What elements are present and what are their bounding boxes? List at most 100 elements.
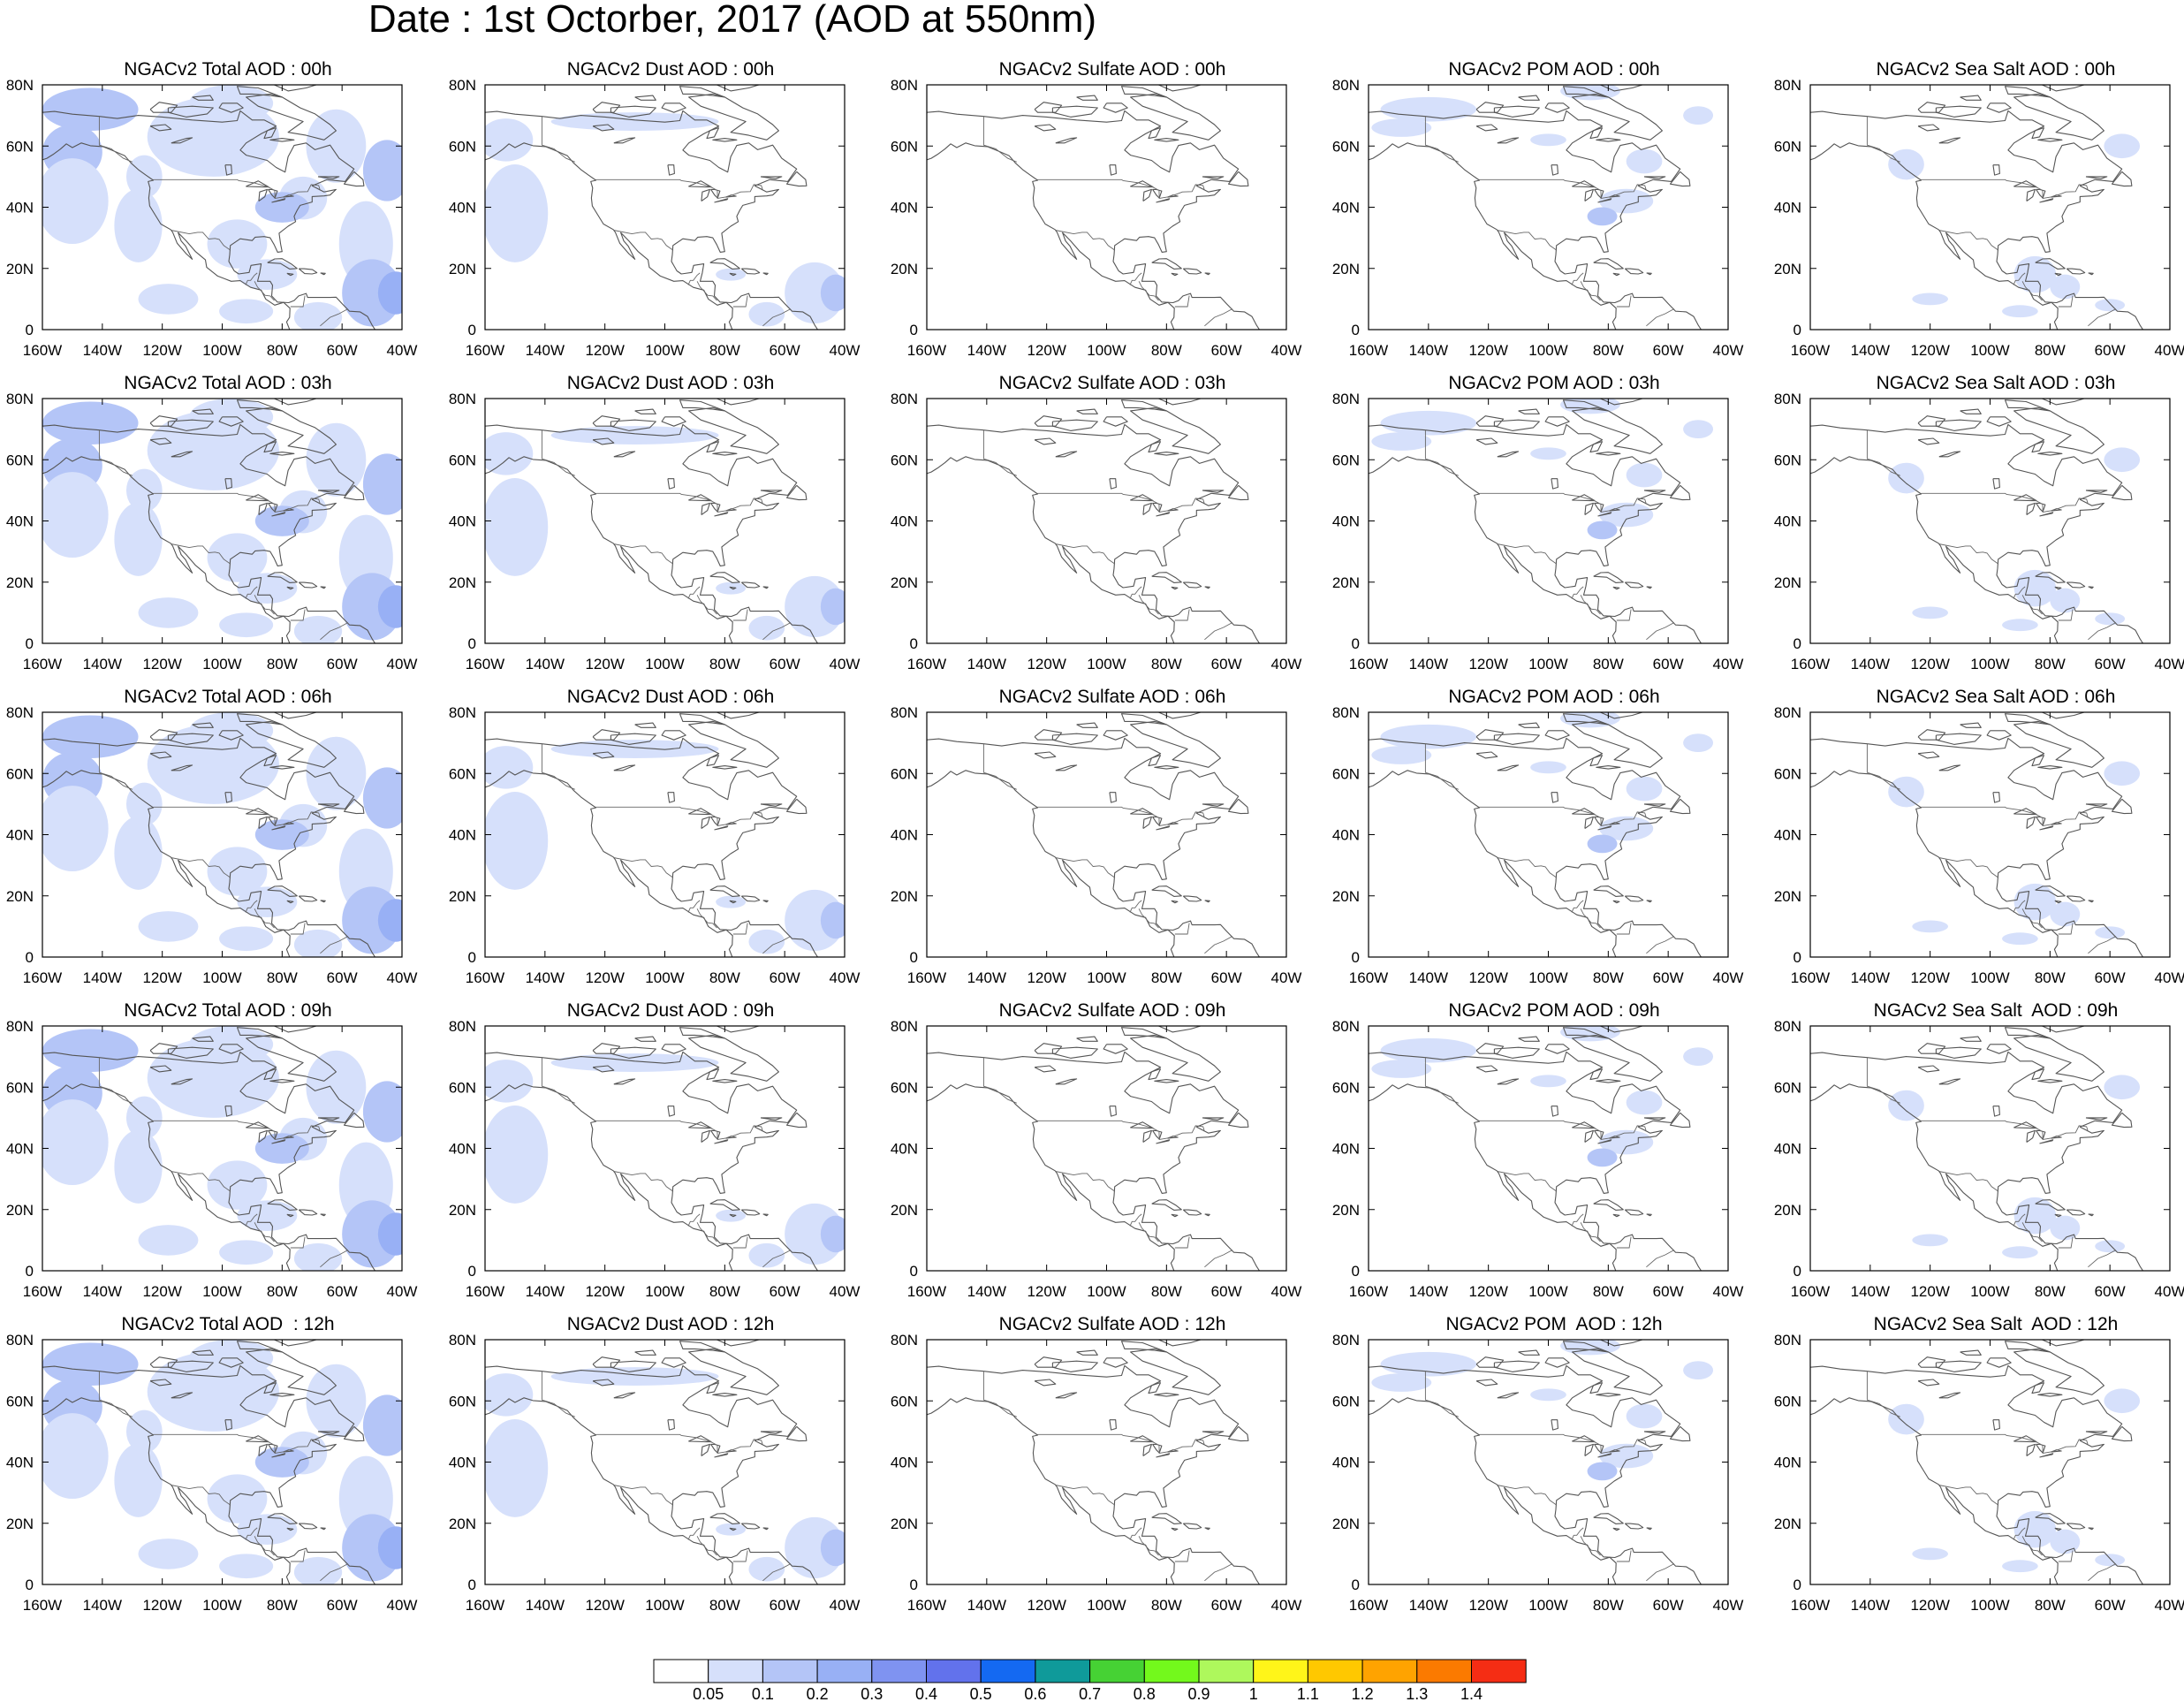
coastline-pacific <box>485 456 733 643</box>
lon-tick-label: 60W <box>1653 342 1684 359</box>
colorbar-label: 0.5 <box>970 1685 992 1702</box>
lat-tick-label: 60N <box>891 452 918 468</box>
lat-tick-label: 80N <box>449 1332 476 1349</box>
border-line <box>1616 609 1632 621</box>
aod-blob <box>174 1093 259 1112</box>
map-background <box>927 712 1286 957</box>
island-outline <box>1204 1213 1210 1217</box>
lat-tick-label: 20N <box>891 1202 918 1219</box>
island-outline <box>1154 138 1179 142</box>
island-outline <box>2054 586 2062 590</box>
border-line <box>1866 116 1900 163</box>
island-outline <box>1589 1068 1604 1081</box>
lake-outline <box>268 816 278 826</box>
border-line <box>1921 806 2089 827</box>
political-borders <box>1424 429 1675 641</box>
lat-tick-label: 80N <box>449 1018 476 1035</box>
island-outline <box>2035 572 2066 583</box>
island-outline <box>1202 1117 1225 1121</box>
island-outline <box>785 171 808 187</box>
colorbar-swatch <box>1198 1659 1255 1683</box>
border-line <box>1037 806 1205 827</box>
island-outline <box>2035 885 2066 897</box>
aod-blob <box>219 299 274 324</box>
island-outline <box>1544 1044 1570 1054</box>
aod-blob <box>2095 926 2126 939</box>
border-line <box>2088 308 2117 327</box>
lat-tick-label: 80N <box>449 77 476 94</box>
political-borders <box>541 1371 792 1582</box>
aod-blob <box>2104 761 2141 786</box>
aod-blob <box>174 466 259 484</box>
island-outline <box>1157 712 1202 719</box>
border-line <box>696 1536 717 1556</box>
panel-title: NGACv2 Sulfate AOD : 00h <box>998 59 1226 80</box>
lake-outline <box>1938 1392 1961 1399</box>
coastlines <box>1369 85 1702 330</box>
lon-tick-label: 140W <box>1409 1283 1448 1300</box>
border-line <box>595 179 763 200</box>
aod-blob <box>1599 1129 1654 1155</box>
lon-tick-label: 40W <box>387 969 418 986</box>
island-outline <box>762 586 769 589</box>
map-panel: NGACv2 POM AOD : 12h 160W 140W 120W 100W 80W 6… <box>1332 1313 1744 1614</box>
map-plot: 160W 140W 120W 100W 80W 60W 40W 0 20N 40N 60N 80N <box>891 1018 1302 1300</box>
aod-blob <box>114 1129 163 1204</box>
political-borders <box>98 1057 349 1268</box>
lon-tick-label: 80W <box>1593 1283 1624 1300</box>
aod-blob <box>254 505 309 536</box>
lake-outline <box>2039 198 2054 203</box>
island-outline <box>317 490 340 493</box>
aod-blob <box>377 1212 402 1256</box>
coastlines <box>42 85 375 330</box>
aod-blob <box>125 1096 163 1140</box>
lat-tick-label: 60N <box>6 765 34 782</box>
colorbar-swatch <box>1361 1659 1418 1683</box>
panel-title: NGACv2 POM AOD : 06h <box>1448 687 1660 707</box>
border-line <box>1938 543 1999 565</box>
aod-blob <box>485 478 549 576</box>
lat-tick-label: 40N <box>449 1455 476 1471</box>
aod-blob <box>1587 520 1618 540</box>
aod-blob <box>207 219 268 269</box>
aod-blob <box>2050 1215 2081 1241</box>
lat-tick-label: 0 <box>1793 1263 1801 1280</box>
coastlines <box>485 399 818 643</box>
lon-tick-label: 40W <box>2155 969 2184 986</box>
lon-tick-label: 140W <box>1851 969 1890 986</box>
island-outline <box>709 1199 740 1211</box>
aod-blob <box>362 1394 402 1456</box>
island-outline <box>1171 1213 1179 1218</box>
lon-tick-label: 120W <box>142 656 181 672</box>
border-line <box>1866 429 1900 476</box>
colorbar-label: 0.2 <box>807 1685 829 1702</box>
map-plot: 160W 140W 120W 100W 80W 60W 40W 0 20N 40N 60N 80N <box>6 77 418 359</box>
coastlines <box>1810 85 2143 330</box>
island-outline <box>1154 765 1179 770</box>
island-outline <box>1960 1036 1982 1042</box>
island-outline <box>1130 93 1221 141</box>
island-outline <box>1202 1431 1225 1434</box>
lat-tick-label: 40N <box>1774 1455 1801 1471</box>
island-outline <box>2085 1431 2108 1434</box>
coastline-atlantic <box>1810 1051 2143 1271</box>
lon-tick-label: 140W <box>967 656 1006 672</box>
border-line <box>732 923 748 935</box>
island-outline <box>1227 171 1249 187</box>
coastline-atlantic <box>927 423 1260 643</box>
island-outline <box>1624 1209 1644 1216</box>
island-outline <box>688 720 779 768</box>
border-line <box>762 1250 792 1268</box>
island-outline <box>1182 268 1202 275</box>
lon-tick-label: 160W <box>466 342 504 359</box>
lat-tick-label: 40N <box>1332 200 1360 217</box>
border-line <box>613 857 674 878</box>
border-line <box>982 429 1017 476</box>
lat-tick-label: 60N <box>1332 452 1360 468</box>
island-outline <box>1148 440 1162 453</box>
lon-tick-label: 80W <box>267 1283 298 1300</box>
aod-blob <box>1371 432 1432 451</box>
lake-outline <box>224 792 232 803</box>
aod-blob <box>174 152 259 171</box>
lake-outline <box>271 1453 286 1458</box>
